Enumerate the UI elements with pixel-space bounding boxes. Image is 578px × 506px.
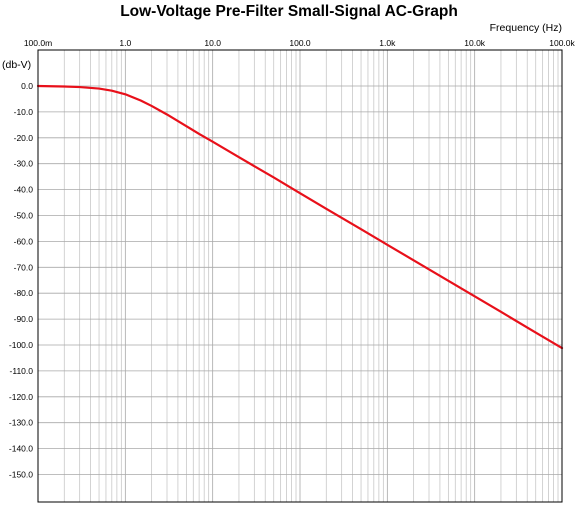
y-tick-label: -140.0	[9, 444, 33, 454]
y-tick-label: -70.0	[14, 262, 34, 272]
y-tick-label: -10.0	[14, 107, 34, 117]
series-line	[36, 84, 564, 350]
y-tick-label: -130.0	[9, 418, 33, 428]
y-tick-label: -120.0	[9, 392, 33, 402]
y-tick-label: -20.0	[14, 133, 34, 143]
y-tick-label: -60.0	[14, 236, 34, 246]
y-tick-label: 0.0	[21, 81, 33, 91]
chart-title: Low-Voltage Pre-Filter Small-Signal AC-G…	[120, 3, 458, 20]
y-tick-label: -150.0	[9, 470, 33, 480]
x-tick-label: 1.0	[119, 38, 131, 48]
y-tick-label: -110.0	[10, 366, 34, 376]
x-tick-label: 10.0k	[464, 38, 486, 48]
y-tick-label: -80.0	[14, 288, 34, 298]
tick-label-layer: 100.0m 1.0 10.0 100.0 1.0k 10.0k 100.0k 0.0 -10.…	[9, 38, 576, 480]
y-tick-label: -50.0	[14, 211, 34, 221]
y-axis-label: (db-V)	[2, 59, 31, 71]
y-tick-label: -90.0	[14, 314, 34, 324]
x-tick-label: 100.0k	[549, 38, 575, 48]
x-tick-label: 10.0	[204, 38, 221, 48]
y-tick-label: -40.0	[14, 185, 34, 195]
grid-layer	[38, 50, 562, 502]
plot-frame	[37, 49, 563, 503]
y-tick-label: -30.0	[14, 159, 34, 169]
x-tick-label: 100.0m	[24, 38, 52, 48]
x-tick-label: 1.0k	[379, 38, 396, 48]
x-axis-label: Frequency (Hz)	[490, 22, 562, 34]
y-tick-label: -100.0	[9, 340, 33, 350]
x-tick-label: 100.0	[289, 38, 311, 48]
series-layer	[36, 84, 564, 350]
